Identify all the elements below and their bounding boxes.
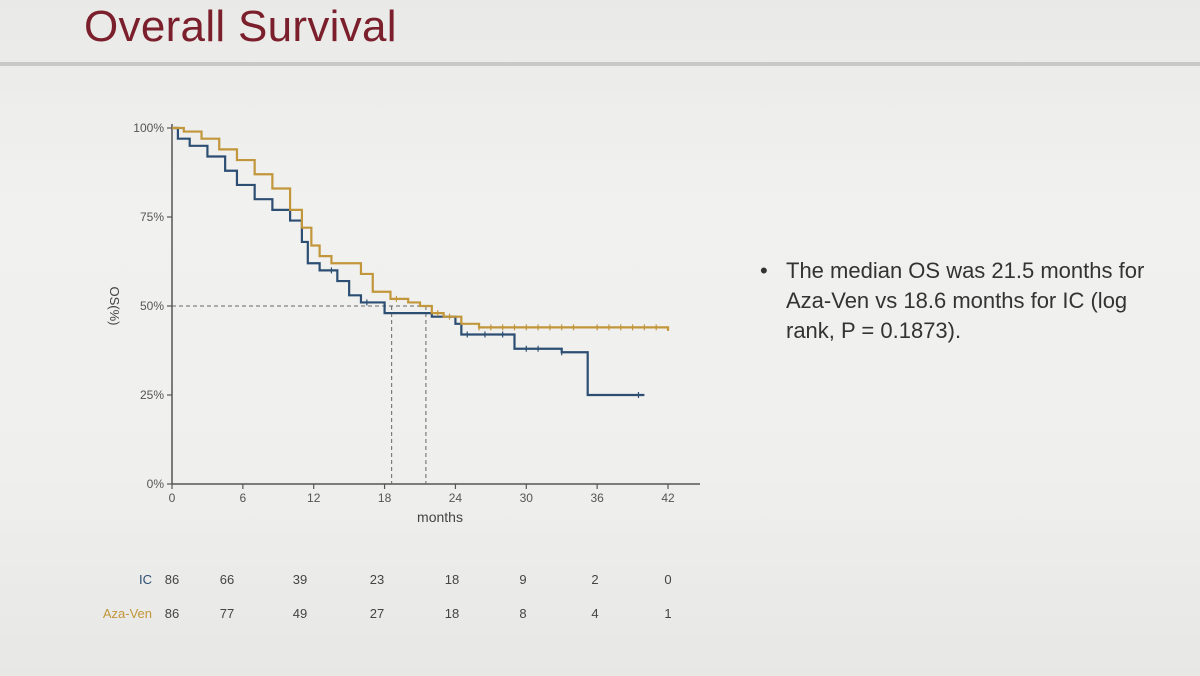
risk-value: 23 [370,572,384,587]
risk-row-label: IC [139,572,152,587]
risk-value: 86 [165,606,179,621]
y-tick-label: 25% [140,388,164,402]
y-tick-label: 50% [140,299,164,313]
risk-value: 49 [293,606,307,621]
risk-value: 27 [370,606,384,621]
x-tick-label: 24 [449,491,463,505]
bullet-point: • The median OS was 21.5 months for Aza-… [760,256,1160,346]
y-axis-title: OS(%) [107,287,122,326]
risk-value: 18 [445,606,459,621]
risk-value: 66 [220,572,234,587]
risk-value: 18 [445,572,459,587]
risk-value: 2 [591,572,598,587]
number-at-risk-table: IC 86 66 39 23 18 9 2 0 Aza-Ven 86 77 49 27 18 8 4 1 [103,572,672,621]
risk-value: 4 [591,606,598,621]
x-tick-label: 0 [169,491,176,505]
axes-layer: 0% 25% 50% 75% 100% 0 6 12 18 24 30 36 42 OS(%) months [107,121,700,525]
risk-value: 86 [165,572,179,587]
risk-value: 0 [664,572,671,587]
title-divider [0,62,1200,66]
y-tick-label: 100% [133,121,164,135]
series-layer [172,126,670,398]
risk-value: 8 [519,606,526,621]
median-reference-lines [172,305,427,484]
risk-value: 9 [519,572,526,587]
x-tick-label: 18 [378,491,392,505]
risk-value: 77 [220,606,234,621]
risk-value: 1 [664,606,671,621]
x-axis-title: months [417,509,463,525]
series-line-aza-ven [172,126,670,331]
bullet-text: The median OS was 21.5 months for Aza-Ve… [786,258,1145,343]
bullet-dot: • [760,258,768,283]
x-tick-label: 42 [661,491,675,505]
y-tick-label: 75% [140,210,164,224]
risk-value: 39 [293,572,307,587]
x-tick-label: 12 [307,491,321,505]
x-tick-label: 36 [590,491,604,505]
x-tick-label: 30 [520,491,534,505]
slide-title: Overall Survival [84,2,397,51]
y-tick-label: 0% [147,477,165,491]
series-line-ic [172,126,645,397]
risk-row-label: Aza-Ven [103,606,152,621]
x-tick-label: 6 [240,491,247,505]
